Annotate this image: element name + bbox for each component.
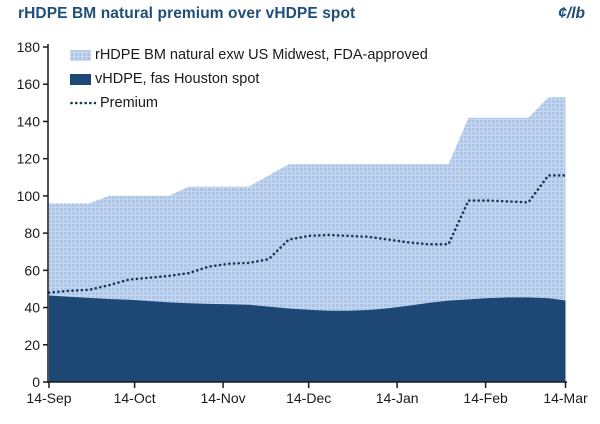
x-tick-label: 14-Feb — [463, 390, 508, 406]
x-tick-label: 14-Sep — [26, 390, 71, 406]
y-tick-label: 120 — [17, 151, 41, 167]
x-tick-label: 14-Dec — [286, 390, 331, 406]
y-tick-label: 40 — [24, 300, 40, 316]
y-tick-label: 20 — [24, 337, 40, 353]
x-tick-label: 14-Oct — [114, 390, 156, 406]
y-tick-label: 80 — [24, 225, 40, 241]
x-tick-label: 14-Jan — [376, 390, 419, 406]
x-tick-label: 14-Mar — [543, 390, 588, 406]
y-tick-label: 140 — [17, 113, 41, 129]
legend-item-vhdpe: vHDPE, fas Houston spot — [70, 71, 428, 87]
y-tick-label: 0 — [32, 374, 40, 390]
legend: rHDPE BM natural exw US Midwest, FDA-app… — [70, 47, 428, 111]
premium-line — [47, 174, 567, 294]
legend-swatch-rhdpe-area — [70, 49, 91, 61]
x-tick-label: 14-Nov — [200, 390, 245, 406]
area-vhdpe — [49, 295, 566, 382]
legend-item-premium: Premium — [70, 95, 428, 111]
legend-label-rhdpe: rHDPE BM natural exw US Midwest, FDA-app… — [95, 47, 428, 63]
chart-title: rHDPE BM natural premium over vHDPE spot — [18, 5, 356, 22]
unit-label: ¢/lb — [558, 5, 585, 22]
legend-label-premium: Premium — [100, 95, 159, 111]
legend-swatch-vhdpe-area — [70, 73, 91, 85]
y-tick-label: 60 — [24, 262, 40, 278]
y-tick-label: 180 — [17, 39, 41, 55]
y-tick-label: 100 — [17, 188, 41, 204]
legend-swatch-premium-dotted-line — [70, 101, 96, 105]
legend-label-vhdpe: vHDPE, fas Houston spot — [95, 71, 260, 87]
legend-item-rhdpe: rHDPE BM natural exw US Midwest, FDA-app… — [70, 47, 428, 63]
y-tick-label: 160 — [17, 76, 41, 92]
